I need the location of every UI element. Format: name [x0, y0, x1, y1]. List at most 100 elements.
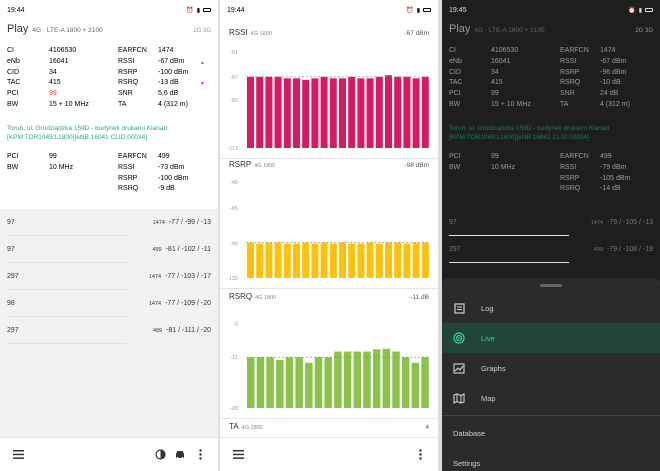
screen-graphs: 19:44 ⏰ ▮ RSSI 4G 1800 -67 dBm -51 -67 -82 -1…: [220, 0, 438, 471]
field-label: CI: [7, 47, 14, 54]
navigation-sheet: Log Live Graphs Map Database Settings: [442, 278, 660, 471]
chart-bar: [339, 78, 346, 148]
chart-header-ta: TA 4G 1800 4: [229, 422, 429, 431]
menu-item-graphs[interactable]: Graphs: [442, 353, 660, 383]
neighbour-row[interactable]: 297 1474 -77 / -103 / -17: [0, 263, 218, 290]
cell-header: Play 4G · LTE-A 1800 + 2100 2G 3G: [0, 20, 218, 40]
chart-bar: [256, 357, 265, 408]
chart-divider: [220, 288, 438, 289]
field-value: 15 + 10 MHz: [49, 101, 89, 108]
chart-bar: [320, 242, 328, 278]
alarm-icon: ⏰: [628, 7, 636, 14]
chart-title: RSSI: [229, 28, 248, 37]
chart-bar: [363, 351, 371, 408]
field-label: EARFCN: [118, 153, 147, 160]
neighbour-signal: -79 / -108 / -19: [607, 246, 653, 253]
bottom-bar: [0, 437, 218, 471]
generation-toggle[interactable]: 2G 3G: [635, 28, 653, 34]
field-label: PCI: [7, 90, 19, 98]
chart-bar: [394, 76, 402, 148]
chart-rssi: -51 -67 -82 -113: [227, 50, 430, 152]
neighbour-row[interactable]: 97 1474 -79 / -105 / -13: [442, 209, 660, 236]
chart-bar: [256, 243, 264, 278]
neighbour-pci: 98: [7, 300, 15, 307]
chart-bar: [385, 75, 392, 148]
chart-bar: [401, 357, 410, 408]
menu-item-label: Graphs: [481, 363, 506, 373]
neighbour-row[interactable]: 97 1474 -77 / -99 / -13: [0, 209, 218, 236]
secondary-cell-grid: PCI 99 EARFCN 499 BW 10 MHz RSSI -73 dBm RSRP -10…: [0, 152, 218, 198]
neighbour-row[interactable]: 297 499 -79 / -108 / -19: [442, 236, 660, 263]
battery-icon: [645, 8, 653, 12]
chart-bar: [392, 351, 400, 408]
tick-label: -20: [230, 406, 238, 412]
field-value: -9 dB: [158, 185, 175, 193]
contrast-icon[interactable]: [150, 445, 170, 465]
chart-bar: [339, 242, 346, 278]
neighbour-row[interactable]: 97 499 -81 / -102 / -11: [0, 236, 218, 263]
car-icon[interactable]: [170, 445, 190, 465]
field-value: -73 dBm: [158, 163, 185, 171]
chart-title: RSRP: [229, 160, 252, 169]
chart-bar: [357, 243, 365, 278]
field-value: -10 dB: [600, 79, 621, 87]
chart-bar: [320, 76, 328, 148]
chart-band: 4G 1800: [241, 425, 263, 431]
chart-bar: [334, 351, 342, 408]
menu-divider: [442, 415, 660, 416]
chart-value: -98 dBm: [404, 162, 429, 169]
neighbour-earfcn: 1474: [152, 219, 165, 226]
chart-bar: [265, 242, 273, 278]
neighbour-row[interactable]: 98 1474 -77 / -109 / -20: [0, 290, 218, 317]
battery-icon: [423, 8, 431, 12]
tick-label: -51: [230, 50, 238, 56]
chart-bar: [348, 76, 356, 148]
chart-header-rssi: RSSI 4G 1800 -67 dBm: [229, 28, 429, 37]
field-value: -13 dB: [158, 79, 179, 87]
row-divider: [7, 343, 127, 344]
field-label: EARFCN: [560, 47, 589, 54]
field-value: 1474: [600, 47, 616, 54]
overflow-menu-icon[interactable]: [190, 445, 210, 465]
chart-bar: [256, 76, 264, 148]
chart-bar: [375, 76, 383, 148]
cell-location: Toruń, ul. Grudziądzka 159D - budynek dr…: [449, 125, 610, 141]
menu-icon[interactable]: [8, 445, 28, 465]
chart-bar: [366, 78, 374, 148]
status-bar: 19:45 ⏰ ▮: [442, 0, 660, 20]
chart-bar: [411, 362, 420, 408]
menu-item-live[interactable]: Live: [442, 323, 660, 353]
signal-icon: ▮: [196, 7, 200, 14]
field-value: 4 (312 m): [600, 101, 630, 108]
neighbour-earfcn: 1474: [148, 300, 162, 307]
neighbour-earfcn: 1474: [590, 219, 604, 226]
chart-bar: [421, 357, 429, 408]
drag-handle[interactable]: [540, 284, 562, 287]
tick-label: -65: [230, 206, 238, 212]
chart-title: TA: [229, 422, 239, 431]
network-tech: 4G · LTE-A 1800 + 2100: [32, 27, 103, 34]
row-divider: [7, 289, 127, 290]
overflow-menu-icon[interactable]: [410, 445, 430, 465]
menu-item-settings[interactable]: Settings: [453, 458, 481, 468]
signal-icon: ▮: [416, 7, 420, 14]
neighbour-row[interactable]: 297 499 -81 / -111 / -20: [0, 317, 218, 344]
field-label: SNR: [118, 90, 133, 98]
field-value: 34: [491, 68, 499, 76]
field-label: BW: [7, 163, 19, 171]
generation-toggle[interactable]: 2G 3G: [193, 28, 211, 34]
menu-item-database[interactable]: Database: [453, 428, 486, 438]
menu-item-map[interactable]: Map: [442, 383, 660, 413]
chart-band: 4G 1800: [254, 163, 276, 169]
field-label: TA: [118, 101, 127, 108]
screen-live-light: 19:44 ⏰ ▮ Play 4G · LTE-A 1800 + 2100 2G …: [0, 0, 218, 471]
tick-label: -82: [230, 98, 238, 104]
menu-item-log[interactable]: Log: [442, 293, 660, 323]
neighbour-earfcn: 499: [152, 246, 162, 253]
serving-cell-grid: CI 4106530 EARFCN 1474 eNb 16041 RSSI -67 dBm ▲ C…: [0, 46, 218, 116]
map-icon: [453, 392, 465, 404]
field-value: 99: [49, 90, 57, 98]
menu-icon[interactable]: [228, 445, 248, 465]
field-label: RSRP: [118, 68, 138, 76]
chart-value: -67 dBm: [404, 30, 429, 37]
